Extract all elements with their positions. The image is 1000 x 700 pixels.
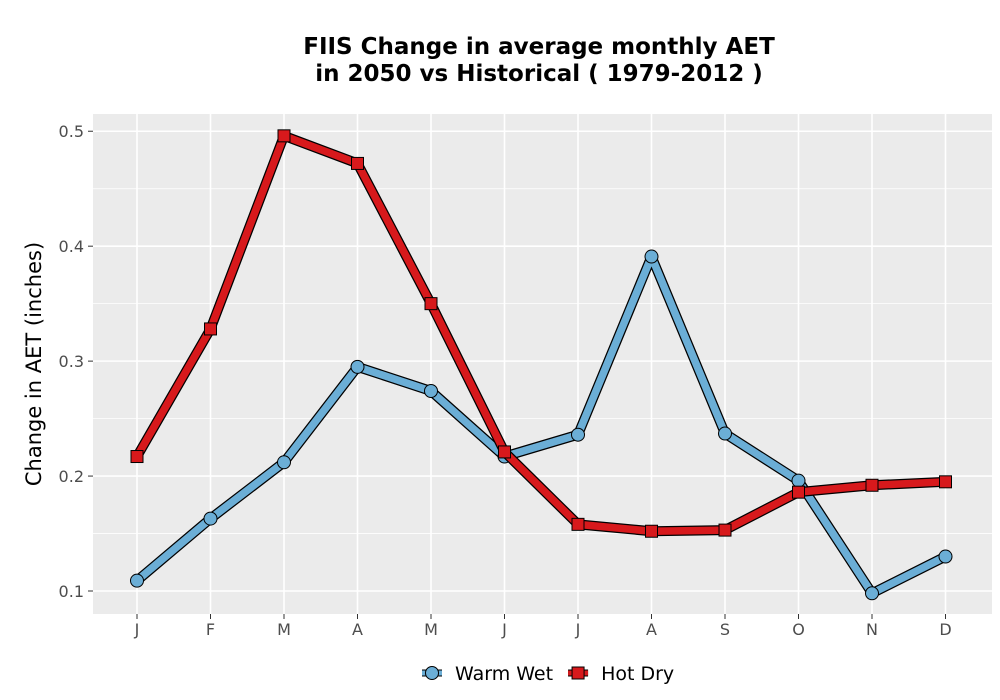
- data-point: [645, 524, 658, 538]
- data-point: [571, 427, 585, 442]
- data-point: [204, 322, 217, 336]
- x-tick-label: O: [792, 620, 805, 639]
- data-point: [277, 129, 291, 143]
- data-point: [865, 478, 879, 492]
- y-tick-label: 0.3: [59, 352, 84, 371]
- x-tick-label: S: [720, 620, 730, 639]
- x-tick-label: M: [277, 620, 291, 639]
- series-line: [133, 252, 950, 598]
- axes: 0.1 0.2 0.3 0.4 0.5 J F M A M J J A S O N D: [59, 122, 952, 639]
- legend-item: Hot Dry: [568, 663, 674, 685]
- data-point: [350, 359, 365, 374]
- data-point: [939, 475, 952, 489]
- x-tick-label: A: [646, 620, 657, 639]
- chart-title-line-2: in 2050 vs Historical ( 1979-2012 ): [315, 61, 762, 87]
- legend-label: Hot Dry: [601, 663, 674, 685]
- data-point: [938, 549, 953, 564]
- legend: Warm Wet Hot Dry: [422, 663, 674, 685]
- legend-marker: [571, 666, 585, 680]
- x-tick-label: J: [575, 620, 581, 639]
- data-point: [424, 384, 438, 399]
- y-tick-label: 0.4: [59, 237, 84, 256]
- plot-background: [93, 114, 992, 614]
- x-tick-label: N: [866, 620, 878, 639]
- data-point: [718, 523, 732, 537]
- data-point: [718, 426, 732, 441]
- data-point: [351, 156, 364, 170]
- x-tick-label: F: [206, 620, 215, 639]
- y-axis-label: Change in AET (inches): [22, 242, 46, 486]
- data-point: [498, 445, 511, 459]
- x-tick-label: J: [501, 620, 507, 639]
- chart-title-line-1: FIIS Change in average monthly AET: [303, 34, 775, 60]
- x-tick-label: D: [939, 620, 951, 639]
- data-point: [130, 450, 144, 464]
- series-line: [133, 132, 950, 535]
- legend-label: Warm Wet: [455, 663, 553, 685]
- data-point: [424, 297, 438, 311]
- series-layer: [130, 129, 953, 601]
- y-tick-label: 0.1: [59, 582, 84, 601]
- data-point: [865, 586, 879, 601]
- series-warm-wet: [130, 249, 953, 601]
- data-point: [791, 473, 806, 488]
- legend-marker: [425, 666, 439, 680]
- data-point: [203, 511, 218, 526]
- y-tick-label: 0.2: [59, 467, 84, 486]
- x-tick-label: J: [134, 620, 140, 639]
- y-tick-label: 0.5: [59, 122, 84, 141]
- series-hot-dry: [130, 129, 952, 538]
- data-point: [644, 249, 659, 264]
- legend-item: Warm Wet: [422, 663, 553, 685]
- x-tick-label: A: [352, 620, 363, 639]
- data-point: [277, 455, 291, 470]
- x-tick-label: M: [424, 620, 438, 639]
- data-point: [792, 485, 805, 499]
- data-point: [130, 573, 144, 588]
- data-point: [571, 517, 585, 531]
